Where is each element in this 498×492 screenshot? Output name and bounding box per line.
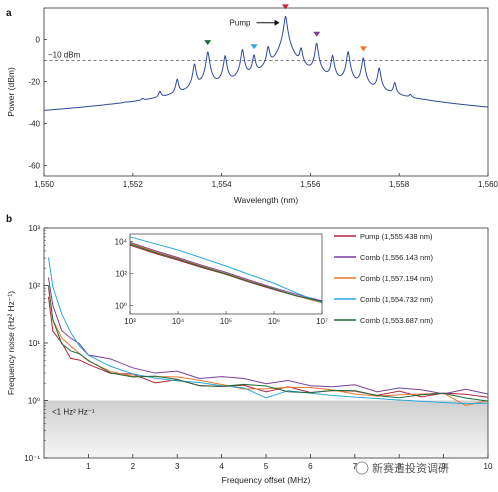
panel-b-label: b <box>6 214 12 225</box>
panel-b-y-label: Frequency noise (Hz² Hz⁻¹) <box>6 291 16 395</box>
inset-x-tick-label: 10³ <box>124 317 136 326</box>
x-tick-label: 5 <box>264 462 269 471</box>
inset-y-tick-label: 10² <box>115 270 127 279</box>
y-tick-label: 10² <box>28 282 40 291</box>
inset-background <box>112 234 324 314</box>
legend-entry: Comb (1,553.687 nm) <box>360 316 433 325</box>
pump-arrow-head <box>274 19 280 26</box>
panel-a-y-label: Power (dBm) <box>6 67 16 117</box>
panel-a-frame <box>43 7 489 177</box>
noise-series-line <box>47 257 489 405</box>
legend-entry: Comb (1,556.143 nm) <box>360 253 433 262</box>
inset-series-line <box>129 243 323 303</box>
x-tick-label: 9 <box>441 462 446 471</box>
y-tick-label: -20 <box>28 78 40 87</box>
watermark-icon <box>355 461 369 475</box>
sub-1hz-shaded-region <box>44 400 488 458</box>
pump-annotation: Pump <box>230 19 251 28</box>
panel-a-x-label: Wavelength (nm) <box>234 195 299 205</box>
x-tick-label: 1,560 <box>478 180 498 189</box>
legend-entry: Pump (1,555.438 nm) <box>360 232 433 241</box>
legend: Pump (1,555.438 nm) Comb (1,556.143 nm) Co… <box>334 232 433 325</box>
y-tick-label: 10³ <box>28 224 40 233</box>
x-tick-label: 8 <box>397 462 402 471</box>
x-tick-label: 3 <box>175 462 180 471</box>
inset-series-line <box>129 236 323 304</box>
inset-series-line <box>129 241 323 302</box>
comb-line-marker <box>281 4 289 10</box>
y-tick-label: -40 <box>28 120 40 129</box>
noise-series-line <box>47 296 489 398</box>
x-tick-label: 2 <box>131 462 136 471</box>
panel-a-label: a <box>6 8 12 19</box>
x-tick-label: 1,550 <box>34 180 55 189</box>
legend-entry: Comb (1,554.732 nm) <box>360 295 433 304</box>
inset-y-tick-label: 10⁰ <box>115 302 127 311</box>
comb-line-marker <box>313 31 321 37</box>
x-tick-label: 7 <box>353 462 358 471</box>
comb-line-marker <box>359 46 367 52</box>
x-tick-label: 1,558 <box>389 180 410 189</box>
x-tick-label: 10 <box>484 462 493 471</box>
x-tick-label: 1 <box>86 462 91 471</box>
inset-x-tick-label: 10⁴ <box>172 317 185 326</box>
y-tick-label: 10⁻¹ <box>24 454 40 463</box>
y-tick-label: 10¹ <box>28 339 40 348</box>
x-tick-label: 1,552 <box>123 180 144 189</box>
inset-x-tick-label: 10⁷ <box>316 317 328 326</box>
y-tick-label: -60 <box>28 162 40 171</box>
inset-x-tick-label: 10⁵ <box>220 317 232 326</box>
panel-b-x-label: Frequency offset (MHz) <box>222 475 311 485</box>
comb-line-marker <box>204 40 212 46</box>
x-tick-label: 4 <box>219 462 224 471</box>
legend-entry: Comb (1,557.194 nm) <box>360 274 433 283</box>
reference-line-label: −10 dBm <box>48 51 81 60</box>
x-tick-label: 6 <box>308 462 313 471</box>
inset-y-tick-label: 10⁴ <box>115 238 128 247</box>
x-tick-label: 1,556 <box>300 180 321 189</box>
noise-series-line <box>47 285 489 402</box>
shaded-region-label: <1 Hz² Hz⁻¹ <box>52 408 95 417</box>
x-tick-label: 1,554 <box>212 180 233 189</box>
inset-x-tick-label: 10⁶ <box>268 317 280 326</box>
watermark-text: 新赛道投资调研 <box>372 461 449 475</box>
y-tick-label: 10⁰ <box>28 397 40 406</box>
y-tick-label: 0 <box>36 36 41 45</box>
comb-spectrum-line <box>43 15 489 111</box>
comb-line-marker <box>250 44 258 50</box>
